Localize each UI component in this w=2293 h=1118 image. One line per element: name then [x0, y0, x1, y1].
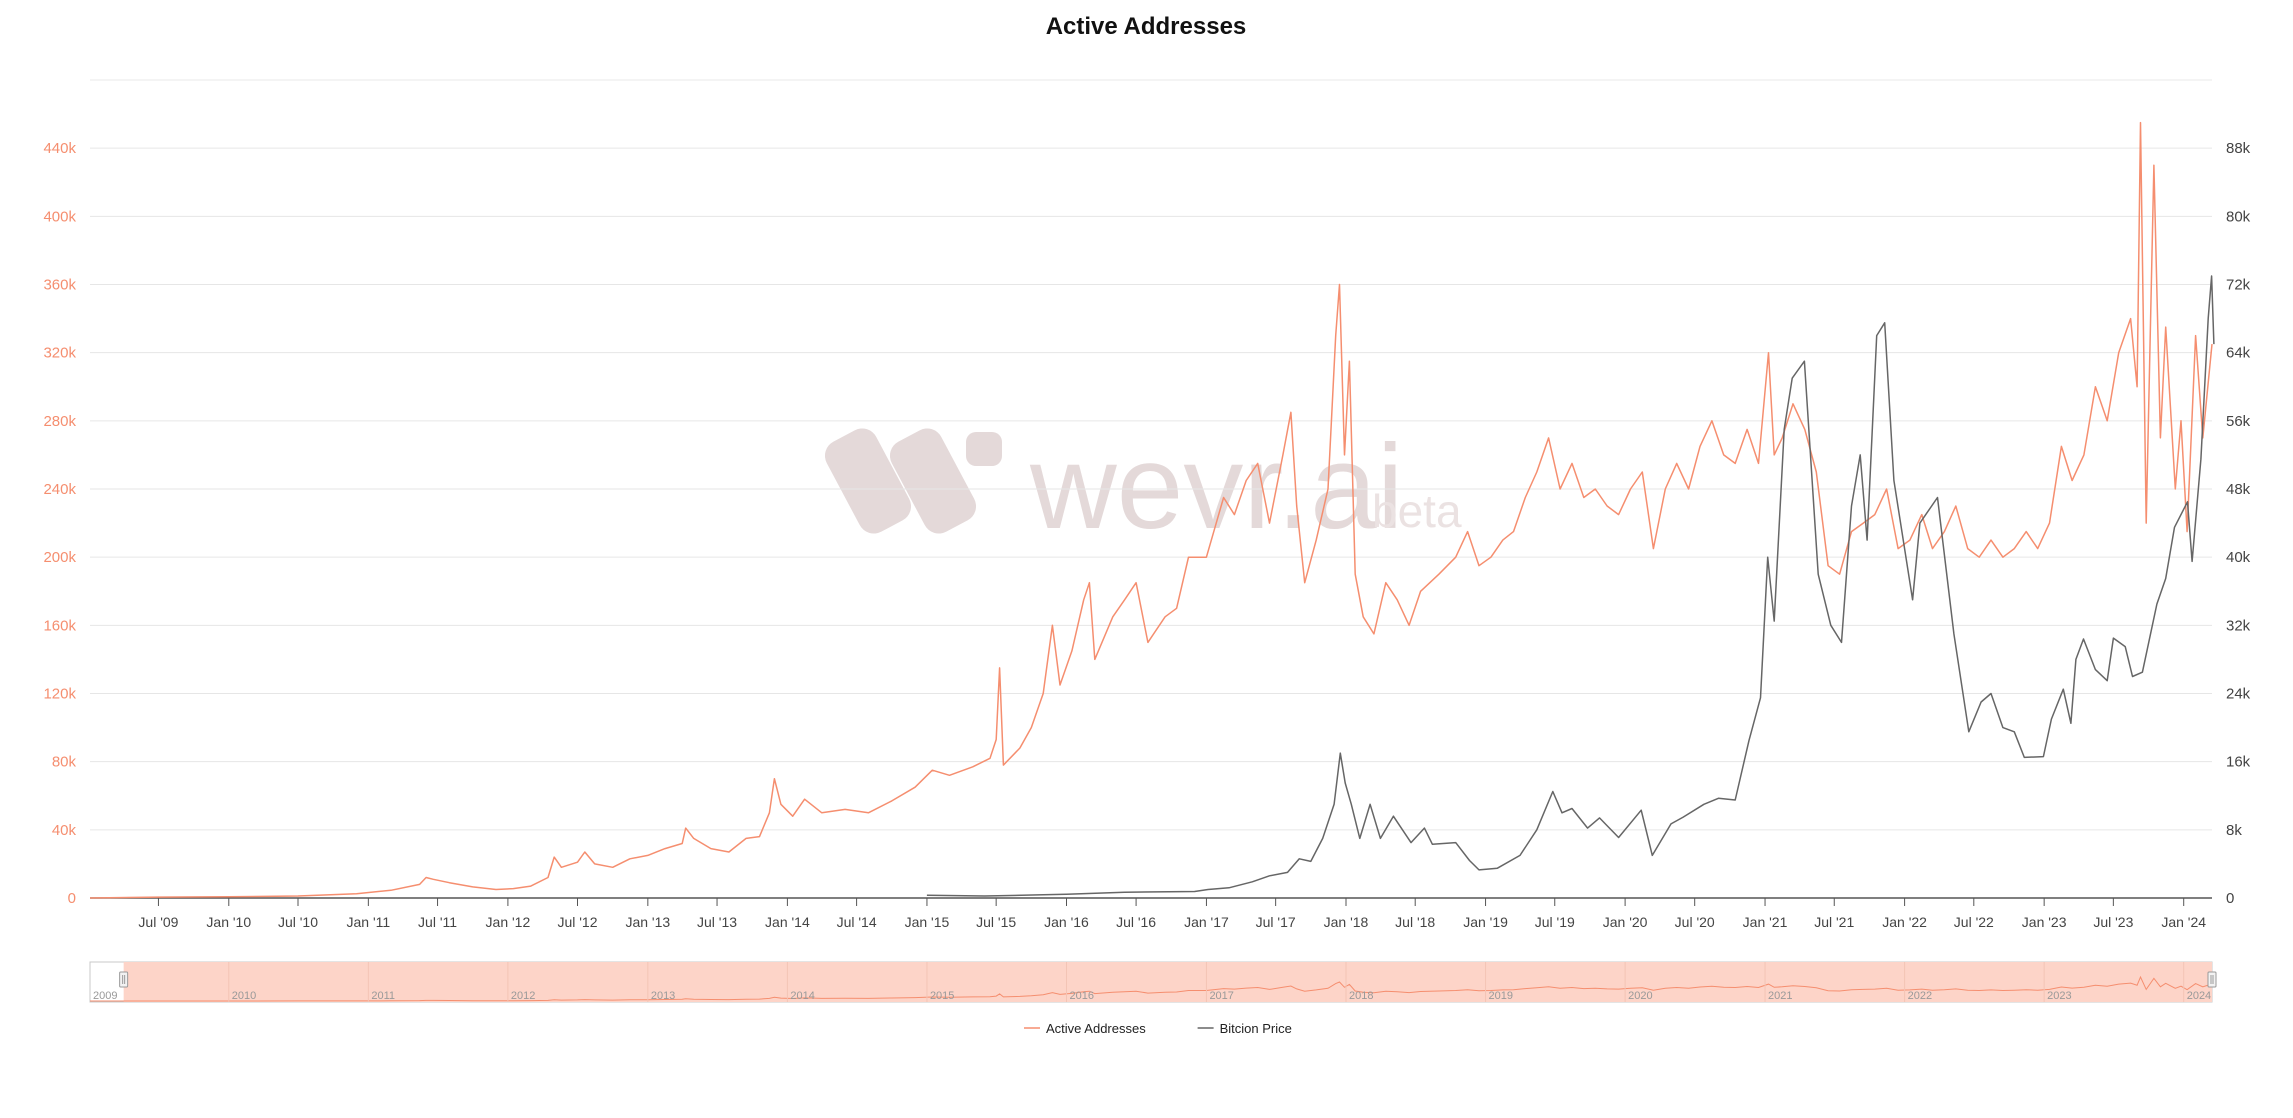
y-right-tick-label: 64k: [2226, 345, 2251, 362]
watermark: wevr.ai beta: [824, 420, 1462, 554]
watermark-brand-text: wevr.ai: [1029, 420, 1403, 554]
x-tick-label: Jan '24: [2161, 914, 2206, 930]
right-axis: 0 8k 16k 24k 32k 40k 48k 56k 64k 72k 80k 88k: [2226, 140, 2251, 907]
navigator-year-label: 2015: [930, 990, 954, 1002]
navigator[interactable]: 2009 2010 2011 2012 2013 2014 2015 2016 2017 2018…: [89, 961, 2217, 1003]
navigator-year-label: 2013: [651, 990, 675, 1002]
x-tick-label: Jul '14: [837, 914, 877, 930]
x-tick-label: Jul '20: [1675, 914, 1715, 930]
left-axis: 0 40k 80k 120k 160k 200k 240k 280k 320k 360k 400k 4…: [43, 140, 76, 907]
y-left-tick-label: 400k: [43, 208, 76, 225]
legend-item-active-addresses[interactable]: Active Addresses: [1024, 1021, 1146, 1036]
x-tick-label: Jul '17: [1256, 914, 1296, 930]
navigator-series-line: [90, 975, 2213, 1002]
y-right-tick-label: 72k: [2226, 277, 2251, 294]
x-tick-label: Jan '19: [1463, 914, 1508, 930]
x-tick-label: Jan '23: [2022, 914, 2067, 930]
navigator-year-label: 2021: [1768, 990, 1792, 1002]
grid: [90, 79, 2212, 831]
x-tick-label: Jul '12: [557, 914, 597, 930]
x-tick-label: Jan '14: [765, 914, 810, 930]
x-tick-label: Jul '22: [1954, 914, 1994, 930]
chart-title: Active Addresses: [1046, 13, 1247, 40]
series-line-bitcion-price: [926, 275, 2215, 897]
x-tick-label: Jul '11: [418, 914, 457, 930]
x-tick-label: Jan '15: [905, 914, 950, 930]
legend-label: Bitcion Price: [1220, 1021, 1292, 1036]
x-tick-label: Jul '18: [1395, 914, 1435, 930]
x-tick-label: Jul '23: [2093, 914, 2133, 930]
navigator-year-label: 2018: [1349, 990, 1373, 1002]
navigator-year-label: 2014: [790, 990, 814, 1002]
navigator-year-label: 2011: [371, 990, 395, 1002]
y-left-tick-label: 440k: [43, 140, 76, 157]
handle-grip: [119, 971, 129, 988]
navigator-year-label: 2009: [93, 990, 117, 1002]
navigator-handle-left[interactable]: [119, 971, 129, 988]
y-left-tick-label: 40k: [52, 822, 77, 839]
x-tick-label: Jan '18: [1324, 914, 1369, 930]
y-left-tick-label: 200k: [43, 549, 76, 566]
x-tick-label: Jul '19: [1535, 914, 1575, 930]
y-right-tick-label: 0: [2226, 890, 2234, 907]
plot-series: [89, 121, 2215, 899]
watermark-logo-mark-left: [824, 428, 912, 534]
handle-grip: [2207, 971, 2217, 988]
y-right-tick-label: 40k: [2226, 549, 2251, 566]
y-left-tick-label: 0: [68, 890, 76, 907]
legend-label: Active Addresses: [1046, 1021, 1146, 1036]
navigator-year-label: 2012: [511, 990, 535, 1002]
navigator-year-label: 2022: [1908, 990, 1932, 1002]
navigator-selection: [123, 962, 2212, 1002]
y-right-tick-label: 80k: [2226, 208, 2251, 225]
x-tick-label: Jul '10: [278, 914, 318, 930]
legend: Active Addresses Bitcion Price: [1024, 1021, 1292, 1036]
y-right-tick-label: 88k: [2226, 140, 2251, 157]
y-left-tick-label: 240k: [43, 481, 76, 498]
x-tick-label: Jul '13: [697, 914, 737, 930]
watermark-logo-mark-dot: [966, 432, 1002, 466]
y-left-tick-label: 160k: [43, 617, 76, 634]
y-right-tick-label: 48k: [2226, 481, 2251, 498]
y-right-tick-label: 24k: [2226, 686, 2251, 703]
navigator-year-label: 2024: [2187, 990, 2211, 1002]
x-tick-label: Jan '21: [1743, 914, 1788, 930]
x-tick-label: Jan '17: [1184, 914, 1229, 930]
y-right-tick-label: 16k: [2226, 754, 2251, 771]
x-tick-label: Jul '16: [1116, 914, 1156, 930]
y-left-tick-label: 320k: [43, 345, 76, 362]
y-left-tick-label: 80k: [52, 754, 77, 771]
x-tick-label: Jul '15: [976, 914, 1016, 930]
y-left-tick-label: 360k: [43, 277, 76, 294]
x-tick-label: Jan '12: [486, 914, 531, 930]
x-tick-label: Jul '21: [1814, 914, 1854, 930]
legend-item-bitcion-price[interactable]: Bitcion Price: [1197, 1021, 1292, 1036]
x-tick-label: Jan '16: [1044, 914, 1089, 930]
watermark-beta-text: beta: [1372, 485, 1462, 537]
y-left-tick-label: 280k: [43, 413, 76, 430]
y-right-tick-label: 56k: [2226, 413, 2251, 430]
x-axis: Jul '09 Jan '10 Jul '10 Jan '11 Jul '11 Jan '…: [90, 897, 2212, 930]
x-tick-label: Jan '22: [1882, 914, 1927, 930]
navigator-year-label: 2020: [1628, 990, 1652, 1002]
navigator-year-label: 2023: [2047, 990, 2071, 1002]
x-tick-label: Jan '20: [1603, 914, 1648, 930]
navigator-handle-right[interactable]: [2207, 971, 2217, 988]
y-right-tick-label: 8k: [2226, 822, 2242, 839]
navigator-year-label: 2019: [1489, 990, 1513, 1002]
watermark-logo-mark-right: [889, 428, 977, 534]
x-tick-label: Jan '11: [347, 914, 391, 930]
y-right-tick-label: 32k: [2226, 617, 2251, 634]
x-tick-label: Jan '10: [206, 914, 251, 930]
series-line-active-addresses: [89, 121, 2213, 899]
navigator-year-label: 2010: [232, 990, 256, 1002]
navigator-year-label: 2017: [1209, 990, 1233, 1002]
x-tick-label: Jul '09: [138, 914, 178, 930]
x-tick-label: Jan '13: [625, 914, 670, 930]
y-left-tick-label: 120k: [43, 686, 76, 703]
navigator-year-label: 2016: [1070, 990, 1094, 1002]
